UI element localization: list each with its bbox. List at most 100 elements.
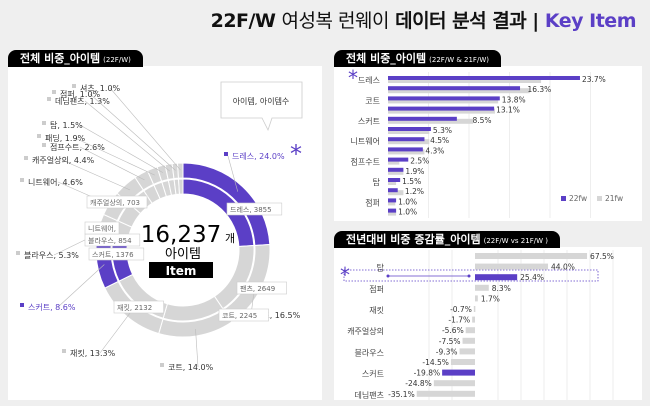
inner-label: 니트웨어, [88,224,116,233]
inner-label-box [218,308,269,322]
bar-22fw [388,208,397,213]
data-label: 2.5% [410,157,429,166]
leader-line [227,155,239,192]
legend-marker [47,97,51,101]
data-label: 1.0% [398,197,417,206]
category-label: 블라우스 [355,347,384,357]
yoy-bar [450,359,475,365]
bar-21fw [388,78,542,83]
slice-label: 점퍼, 1.0% [60,89,101,99]
legend-marker [62,349,66,353]
category-label: 스커트 [362,370,384,379]
asterisk-icon: * [348,66,358,90]
legend-marker-22fw [561,196,566,201]
leader-line [79,146,145,181]
legend-marker [52,90,56,94]
legend-marker [42,143,46,147]
data-label: 1.5% [402,177,421,186]
data-label: 13.8% [502,95,526,104]
data-label: 8.5% [472,116,491,125]
inner-label: 드레스, 3855 [230,205,272,214]
bar-21fw [388,98,499,104]
data-label: -24.8% [405,379,432,388]
panel-title: 전년대비 비중 증감률_아이템 (22F/W vs 21F/W ) [334,231,560,248]
yoy-change-panel [334,247,642,400]
legend-marker [16,251,20,255]
bar-22fw [388,198,397,203]
legend-marker [224,152,228,156]
data-label: 44.0% [551,263,575,272]
data-label: 67.5% [590,252,614,261]
slice-label: 니트웨어, 4.6% [28,177,83,187]
category-label: 스커트 [358,117,380,126]
slice-label: 캐주얼상의, 4.4% [32,155,95,165]
slice-label: 셔츠, 1.0% [80,84,121,93]
bar-22fw [388,86,521,91]
yoy-bar [433,380,475,387]
panel-title: 전체 비중_아이템 (22F/W & 21F/W) [334,50,501,67]
legend-marker [160,363,164,367]
inner-label-box [86,195,148,209]
yoy-bar [475,284,489,291]
data-label: -1.7% [448,316,470,325]
slice-label: 코트, 14.0% [168,363,214,372]
leader-line [57,264,105,308]
slice-label: 점프수트, 2.6% [50,142,105,152]
donut-chart: 드레스, 24.0% 팬츠, 16.5% 코트, 14.0% 재킷, 13.3% 스커트… [16,81,303,372]
bar-21fw [388,88,530,94]
bar-21fw [388,180,397,185]
category-label: 점프수트 [351,157,380,167]
slice-label: 팬츠, 16.5% [255,311,301,320]
bar-22fw [388,76,580,80]
yoy-bar [475,274,518,281]
legend-label: 22fw [569,194,587,203]
yoy-bar [473,306,476,312]
data-label: 8.3% [492,284,511,293]
legend-marker [20,178,24,182]
data-label: 16.3% [527,85,551,94]
yoy-bar [475,295,478,302]
leader-line [79,124,164,173]
callout-box [220,81,303,132]
donut-slice-outer [177,162,184,179]
leader-line [109,87,181,171]
bar-22fw [388,116,457,121]
category-label: 드레스 [358,76,380,85]
data-label: 1.9% [405,167,424,176]
asterisk-icon: * [340,263,350,287]
data-label: -9.3% [436,347,458,356]
bar-21fw [388,190,404,196]
legend-label: 21fw [605,194,623,203]
bar-22fw [388,188,398,193]
legend-marker [24,156,28,160]
data-label: 5.3% [433,126,452,135]
category-label: 점퍼 [365,197,380,207]
category-label: 니트웨어 [351,136,380,146]
category-label: 탑 [373,178,381,187]
bar-22fw [388,178,401,182]
connector-dot [386,274,390,278]
slice-label: 패딩, 1.9% [45,133,86,143]
inner-label: 스커트, 1376 [92,250,134,259]
category-label: 코트 [365,96,380,105]
slice-label: 탑, 1.5% [50,121,83,130]
bar-22fw [388,96,500,101]
bar-21fw [388,129,430,134]
yoy-bar [462,337,475,344]
data-label: 13.1% [496,106,520,115]
yoy-bar [475,253,588,259]
callout-text: 아이템, 아이템수 [233,96,290,106]
data-label: 1.2% [405,187,424,196]
inner-label-box [226,202,283,216]
inner-label-box [113,300,164,314]
total-unit: 개 [225,232,235,245]
data-label: 4.3% [425,146,444,155]
data-label: -14.5% [422,358,449,367]
asterisk-icon: * [290,140,302,168]
panel-title: 전체 비중_아이템 (22F/W) [8,50,143,67]
slice-label: 드레스, 24.0% [232,152,285,161]
yoy-bar [416,390,475,397]
slice-label: 재킷, 13.3% [70,348,116,358]
legend-marker [42,121,46,125]
